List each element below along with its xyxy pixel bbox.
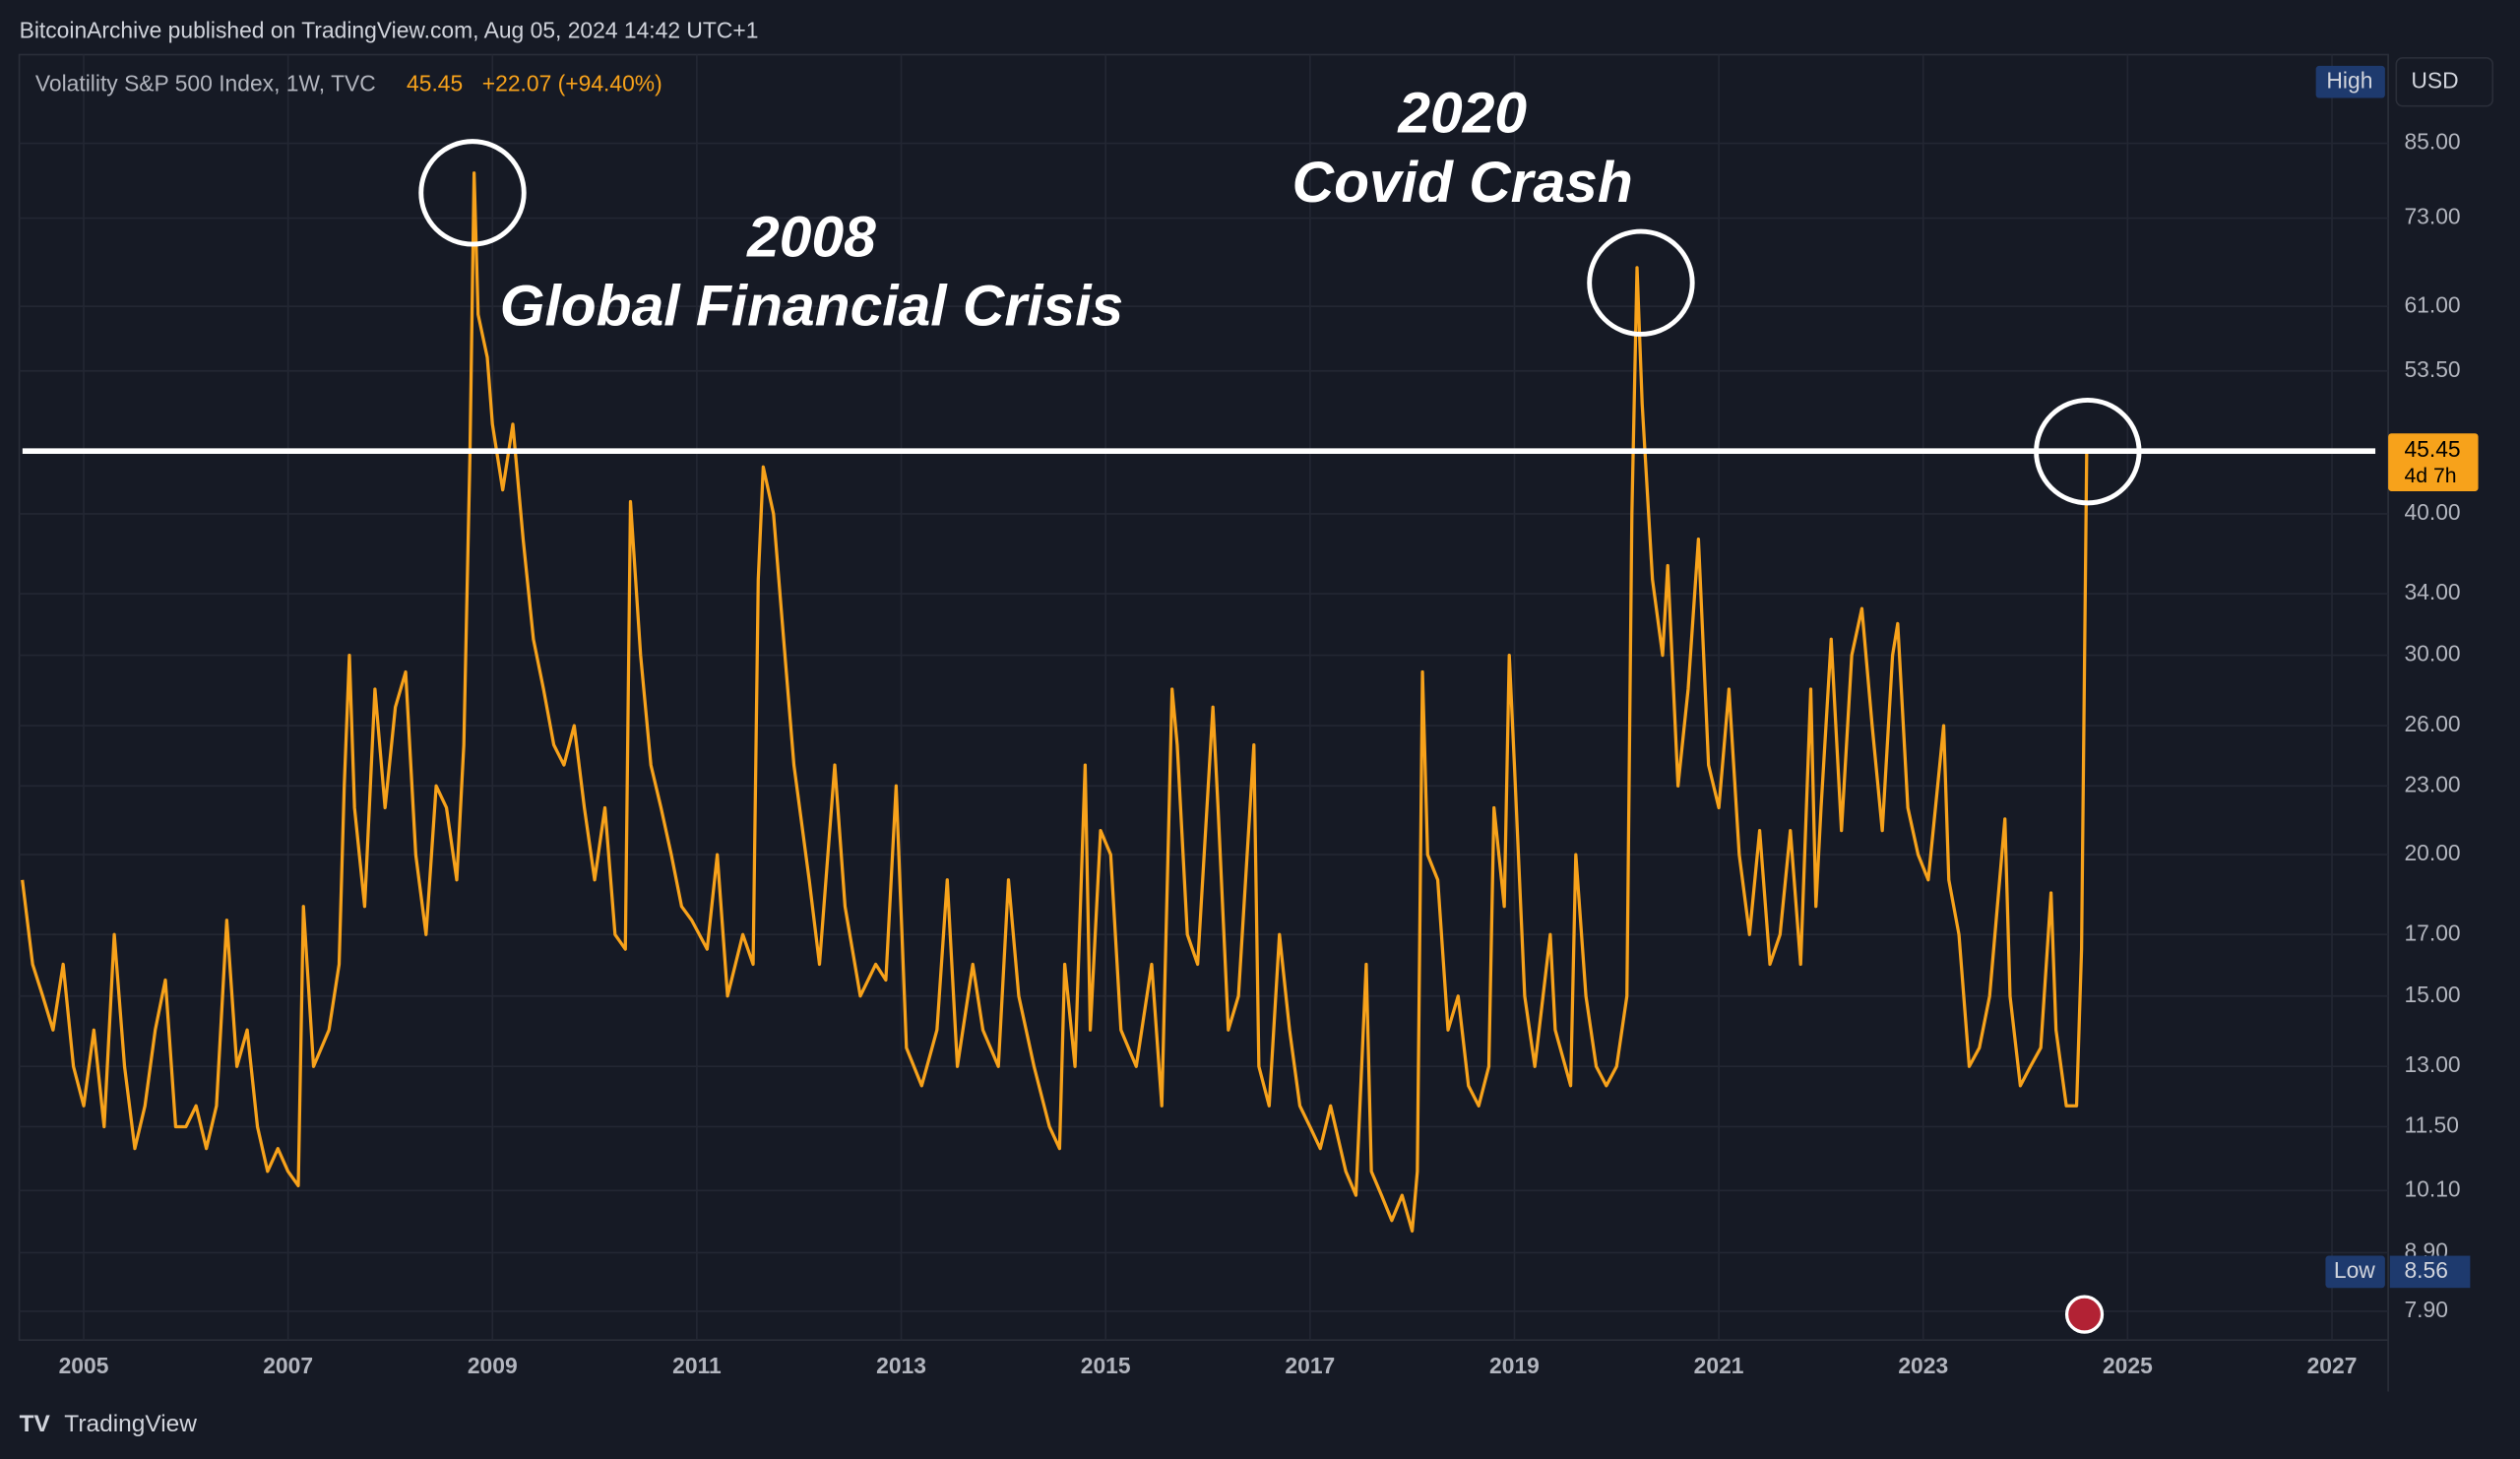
legend-title: Volatility S&P 500 Index, 1W, TVC bbox=[35, 71, 376, 96]
low-badge bbox=[2325, 1255, 2385, 1289]
currency[interactable]: USD bbox=[2411, 67, 2458, 93]
currency-button[interactable] bbox=[2395, 56, 2494, 107]
circle bbox=[2034, 397, 2142, 506]
y-tick-label: 10.10 bbox=[2404, 1175, 2460, 1201]
x-tick-label: 2005 bbox=[59, 1353, 109, 1378]
x-tick-label: 2007 bbox=[263, 1353, 313, 1378]
y-tick-label: 40.00 bbox=[2404, 499, 2460, 525]
y-tick-label: 26.00 bbox=[2404, 711, 2460, 736]
x-tick-label: 2021 bbox=[1694, 1353, 1744, 1378]
highlight-circles bbox=[418, 139, 2142, 506]
plot bbox=[21, 171, 2376, 1234]
price-label: 45.45 bbox=[2404, 436, 2460, 462]
y-tick-label: 17.00 bbox=[2404, 920, 2460, 945]
header: BitcoinArchive published on TradingView.… bbox=[20, 18, 759, 43]
price-label-bg bbox=[2388, 433, 2479, 491]
x-tick-label: 2025 bbox=[2103, 1353, 2153, 1378]
legend-change: +22.07 (+94.40%) bbox=[482, 71, 662, 96]
y-tick-label: 85.00 bbox=[2404, 129, 2460, 155]
y-tick-label: 53.50 bbox=[2404, 356, 2460, 382]
x-tick-label: 2011 bbox=[672, 1353, 722, 1378]
x-tick-label: 2027 bbox=[2307, 1353, 2358, 1378]
countdown: 4d 7h bbox=[2404, 465, 2456, 487]
low-value-bg bbox=[2389, 1255, 2471, 1289]
low-label: Low bbox=[2334, 1257, 2375, 1283]
price-axis: 7.908.9010.1011.5013.0015.0017.0020.0023… bbox=[59, 129, 2479, 1378]
footer: TradingView bbox=[64, 1411, 197, 1437]
annotation-year: 2008 bbox=[746, 205, 876, 269]
x-tick-label: 2013 bbox=[876, 1353, 926, 1378]
high-label: High bbox=[2326, 67, 2372, 93]
y-tick-label: 73.00 bbox=[2404, 204, 2460, 229]
high-badge bbox=[2315, 65, 2385, 98]
annotation-text: Covid Crash bbox=[1292, 151, 1633, 215]
x-tick-label: 2015 bbox=[1081, 1353, 1131, 1378]
series-line bbox=[21, 171, 2089, 1234]
y-tick-label: 30.00 bbox=[2404, 641, 2460, 666]
circle bbox=[418, 139, 527, 247]
circle bbox=[1587, 228, 1695, 337]
y-tick-label: 15.00 bbox=[2404, 982, 2460, 1007]
x-tick-label: 2023 bbox=[1898, 1353, 1948, 1378]
y-tick-label: 13.00 bbox=[2404, 1051, 2460, 1077]
x-tick-label: 2019 bbox=[1489, 1353, 1540, 1378]
y-tick-label: 34.00 bbox=[2404, 579, 2460, 604]
plot-area bbox=[18, 53, 2389, 1342]
legend-value: 45.45 bbox=[407, 71, 463, 96]
y-tick-label: 7.90 bbox=[2404, 1297, 2447, 1322]
event-icon[interactable] bbox=[2064, 1295, 2105, 1334]
annotation-text: Global Financial Crisis bbox=[500, 275, 1123, 339]
logo: TV bbox=[20, 1411, 51, 1437]
y-tick-label: 20.00 bbox=[2404, 840, 2460, 865]
x-tick-label: 2009 bbox=[468, 1353, 518, 1378]
grid bbox=[19, 54, 2389, 1341]
annotation-year: 2020 bbox=[1397, 82, 1527, 146]
x-tick-label: 2017 bbox=[1285, 1353, 1335, 1378]
y-tick-label: 61.00 bbox=[2404, 291, 2460, 317]
low-value: 8.56 bbox=[2404, 1257, 2447, 1283]
y-tick-label: 11.50 bbox=[2404, 1111, 2458, 1137]
y-tick-label: 23.00 bbox=[2404, 771, 2460, 796]
